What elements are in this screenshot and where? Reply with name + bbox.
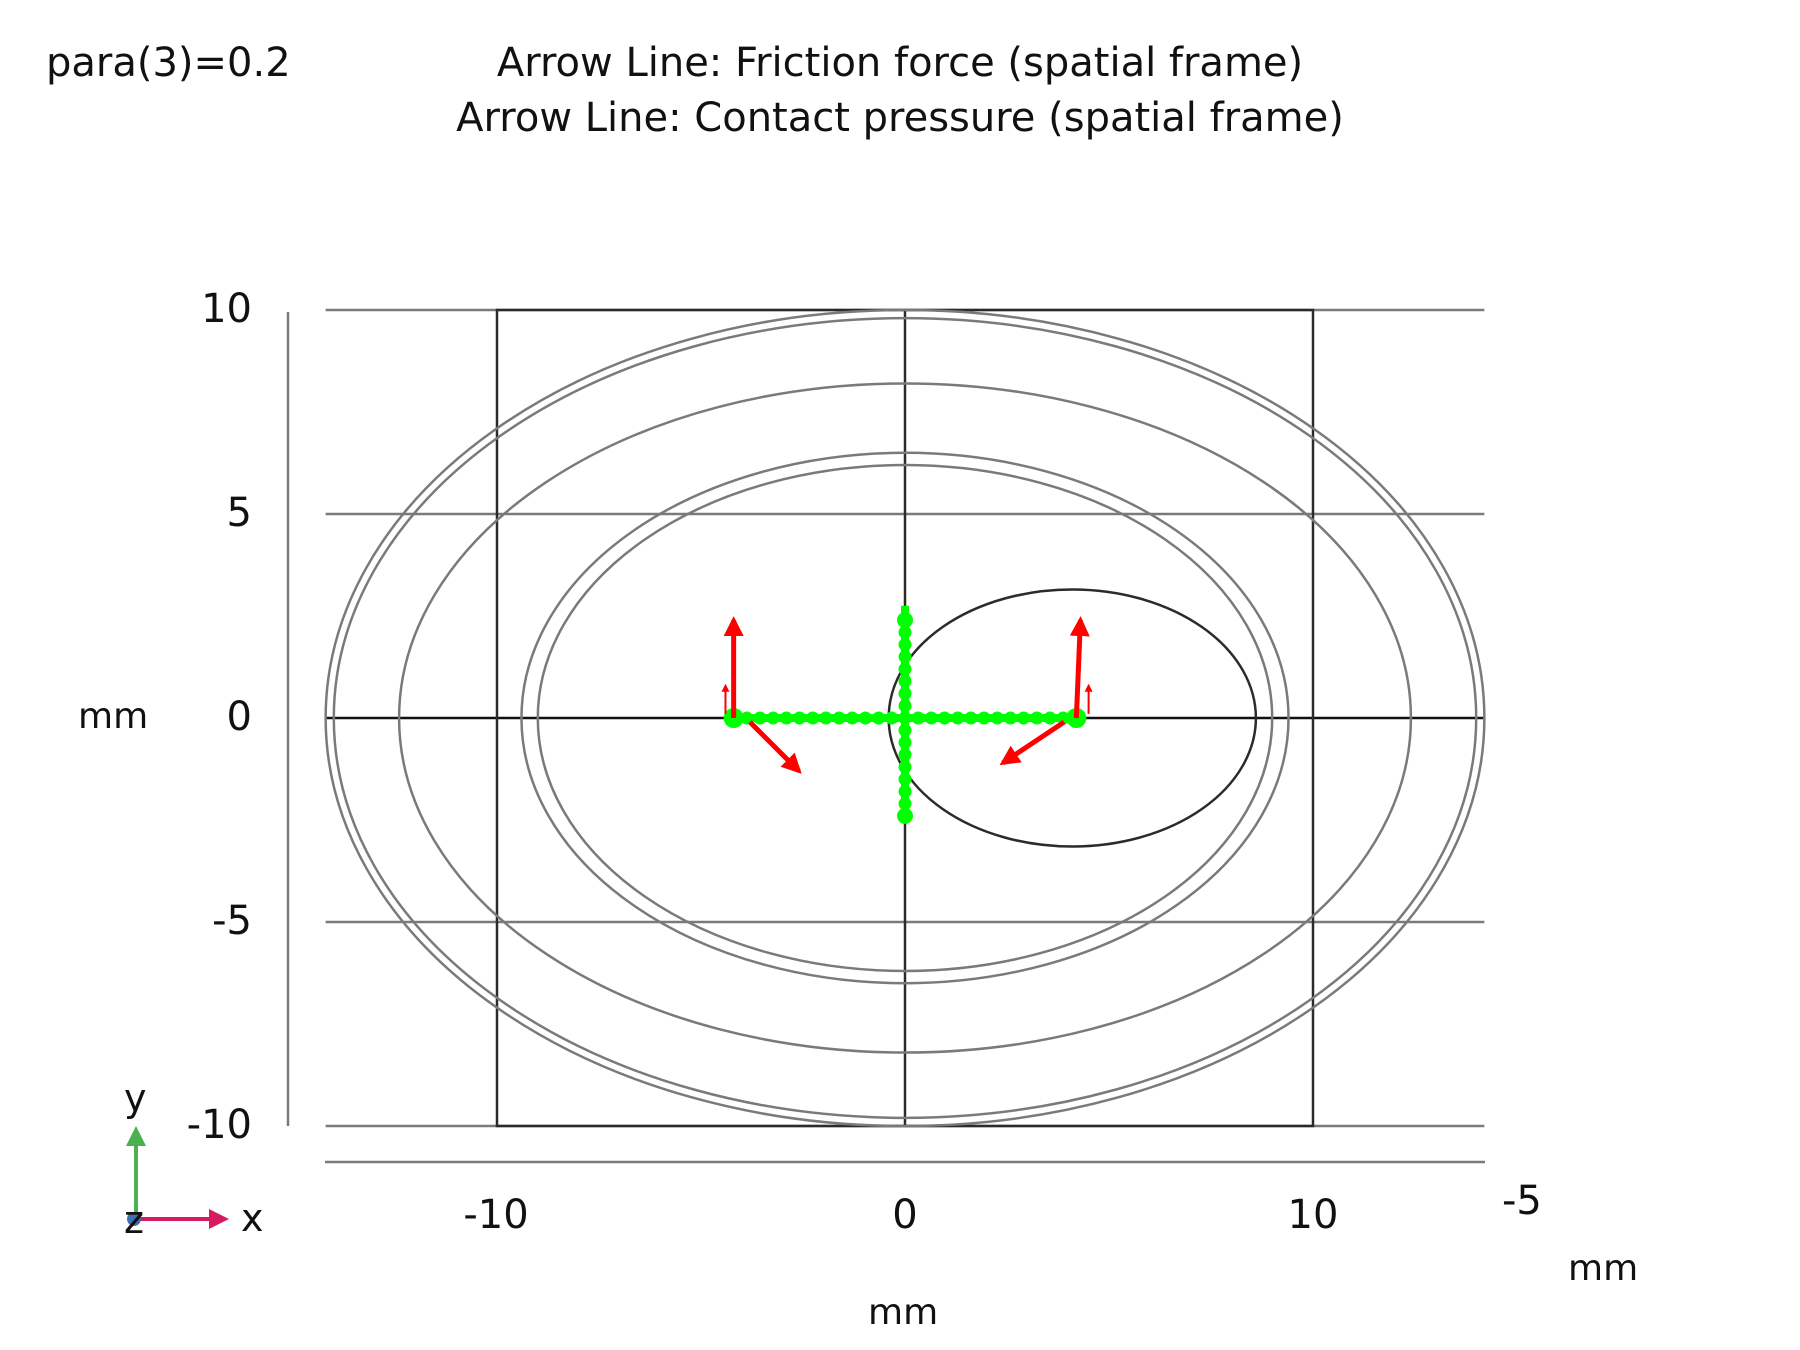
y-tick-label: -10 xyxy=(186,1102,252,1148)
contact-point xyxy=(1017,711,1031,725)
contact-points xyxy=(723,605,1087,824)
boundary-ellipse xyxy=(332,316,1478,1120)
contact-point xyxy=(793,711,807,725)
contact-point xyxy=(897,807,913,824)
y-tick-label: 10 xyxy=(201,286,252,332)
friction-arrow xyxy=(999,719,1066,766)
y-tick-label: 0 xyxy=(226,694,252,740)
contact-point xyxy=(951,711,965,725)
contact-point xyxy=(898,723,912,737)
y-unit-label: mm xyxy=(78,696,149,737)
contact-point xyxy=(740,711,754,725)
contact-point xyxy=(1043,711,1057,725)
contact-point xyxy=(858,711,872,725)
contact-point xyxy=(1056,711,1070,725)
contact-point xyxy=(898,674,912,688)
x-unit-label: mm xyxy=(868,1292,939,1333)
contact-point xyxy=(898,772,912,786)
contact-point xyxy=(1003,711,1017,725)
parameter-label: para(3)=0.2 xyxy=(46,40,291,86)
contact-point xyxy=(898,735,912,749)
x-tick-label: 10 xyxy=(1287,1192,1339,1238)
contact-point xyxy=(832,711,846,725)
z-unit-label: mm xyxy=(1568,1248,1639,1289)
x-tick-label: 0 xyxy=(892,1192,918,1238)
contact-point xyxy=(977,711,991,725)
plot-title-contact-pressure: Arrow Line: Contact pressure (spatial fr… xyxy=(456,95,1344,141)
force-arrows xyxy=(721,616,1093,774)
contact-point xyxy=(924,711,938,725)
triad-z-dot xyxy=(127,1212,141,1226)
boundary-ellipse xyxy=(397,382,1413,1054)
triad-x-label: x xyxy=(241,1196,264,1240)
contact-point xyxy=(766,711,780,725)
x-tick-label: -10 xyxy=(463,1192,529,1238)
contact-point xyxy=(898,687,912,701)
friction-arrow xyxy=(1069,616,1090,719)
boundary-ellipse xyxy=(520,451,1290,985)
contact-point xyxy=(845,711,859,725)
z-tick-label: -5 xyxy=(1502,1178,1542,1224)
contact-point xyxy=(898,699,912,713)
contact-point xyxy=(779,711,793,725)
geometry xyxy=(324,308,1486,1128)
contact-point xyxy=(898,650,912,664)
contact-point xyxy=(885,711,899,725)
contact-point xyxy=(806,711,820,725)
contact-point xyxy=(898,748,912,762)
triad-z-label: z xyxy=(124,1198,144,1242)
contact-point xyxy=(1030,711,1044,725)
contact-point xyxy=(938,711,952,725)
y-tick-label: -5 xyxy=(212,898,252,944)
contact-point xyxy=(819,711,833,725)
plot-title-friction: Arrow Line: Friction force (spatial fram… xyxy=(496,40,1304,86)
contact-point xyxy=(898,784,912,798)
contact-point xyxy=(897,612,913,629)
contact-point xyxy=(753,711,767,725)
contact-point xyxy=(898,625,912,639)
contact-point xyxy=(990,711,1004,725)
y-tick-label: 5 xyxy=(226,490,252,536)
contact-point xyxy=(898,638,912,652)
contact-point xyxy=(898,662,912,676)
contact-point xyxy=(964,711,978,725)
triad-y-label: y xyxy=(124,1076,147,1120)
contact-point xyxy=(872,711,886,725)
contact-point xyxy=(898,760,912,774)
contact-point xyxy=(898,711,912,725)
axis-triad xyxy=(126,1126,229,1229)
boundary-ellipse xyxy=(324,308,1486,1128)
contact-point xyxy=(911,711,925,725)
friction-arrow xyxy=(748,720,802,774)
boundary-ellipse xyxy=(536,463,1274,973)
contact-point xyxy=(898,797,912,811)
